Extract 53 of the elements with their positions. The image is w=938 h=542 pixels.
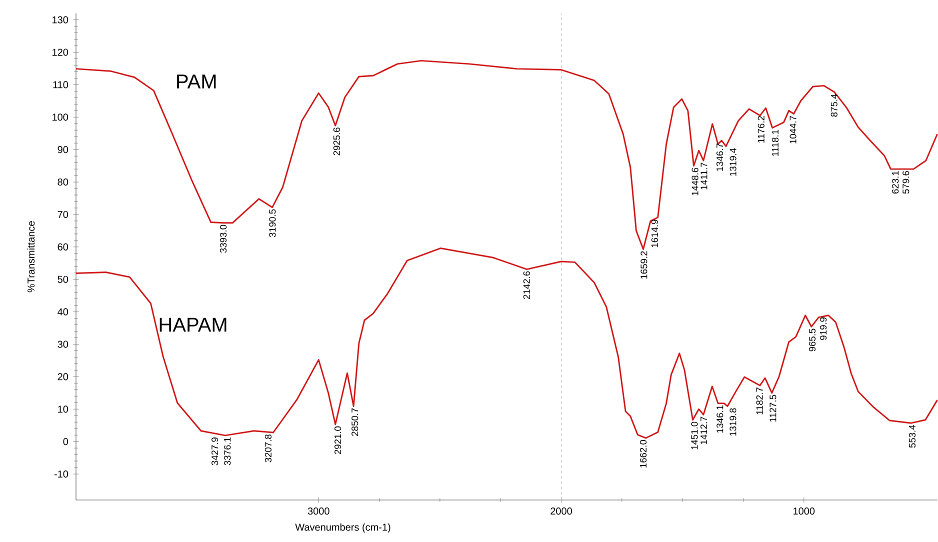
y-tick-label: 80 [58, 178, 68, 186]
y-tick-label: 10 [58, 406, 68, 413]
annotation: 965.5 [808, 328, 816, 352]
annotation: 1412.7 [700, 416, 708, 444]
annotation: 1319.8 [730, 408, 736, 436]
y-tick-label: 50 [58, 276, 68, 283]
annotation: 1176.2 [758, 116, 764, 143]
y-tick-label: 130 [52, 16, 68, 24]
y-tick-label: 70 [58, 210, 68, 218]
annotation: 3376.1 [224, 437, 231, 466]
annotation: 1451.0 [691, 422, 698, 450]
annotation: 579.6 [902, 171, 910, 194]
annotation: 1182.7 [756, 388, 763, 414]
annotation: 1044.7 [790, 116, 796, 144]
annotation: 2142.6 [523, 271, 530, 299]
y-tick-label: -10 [54, 470, 68, 478]
y-tick-label: 0 [63, 438, 68, 446]
x-tick-label: 3000 [308, 508, 330, 515]
y-tick-label: 120 [52, 48, 68, 56]
y-axis-title: %Transmittance [27, 221, 35, 292]
annotation: 1346.1 [716, 405, 724, 433]
series-label: PAM [177, 74, 216, 88]
annotation: 3427.9 [212, 437, 218, 466]
y-tick-label: 60 [58, 243, 68, 250]
annotation: 1118.1 [772, 130, 779, 156]
annotation: 1448.6 [692, 168, 698, 196]
annotation: 1662.0 [640, 440, 647, 468]
x-axis-title: Wavenumbers (cm-1) [295, 523, 390, 533]
annotation: 3207.8 [264, 434, 272, 462]
y-tick-label: 20 [58, 373, 68, 380]
annotation: 2921.0 [334, 426, 342, 454]
y-tick-label: 30 [58, 340, 68, 348]
series-label: HAPAM [160, 318, 226, 332]
annotation: 1319.4 [730, 148, 736, 176]
annotation: 3393.0 [220, 224, 227, 253]
annotation: 1659.2 [640, 251, 648, 279]
x-tick-label: 2000 [550, 508, 572, 515]
annotation: 2850.7 [352, 408, 358, 436]
annotation: 1614.9 [651, 220, 658, 248]
annotation: 3190.5 [269, 209, 276, 238]
y-tick-label: 90 [58, 146, 68, 154]
y-tick-label: 40 [58, 308, 68, 316]
x-tick-label: 1000 [794, 508, 815, 515]
annotation: 623.1 [892, 171, 899, 194]
y-tick-label: 110 [53, 81, 68, 88]
annotation: 553.4 [908, 424, 916, 448]
annotation: 2925.6 [333, 128, 340, 156]
annotation: 1127.5 [770, 394, 776, 422]
annotation: 1346.7 [716, 144, 724, 171]
annotation: 875.4 [830, 94, 838, 117]
annotation: 1411.7 [700, 162, 708, 190]
annotation: 919.9 [820, 317, 827, 340]
y-tick-label: 100 [52, 114, 68, 121]
